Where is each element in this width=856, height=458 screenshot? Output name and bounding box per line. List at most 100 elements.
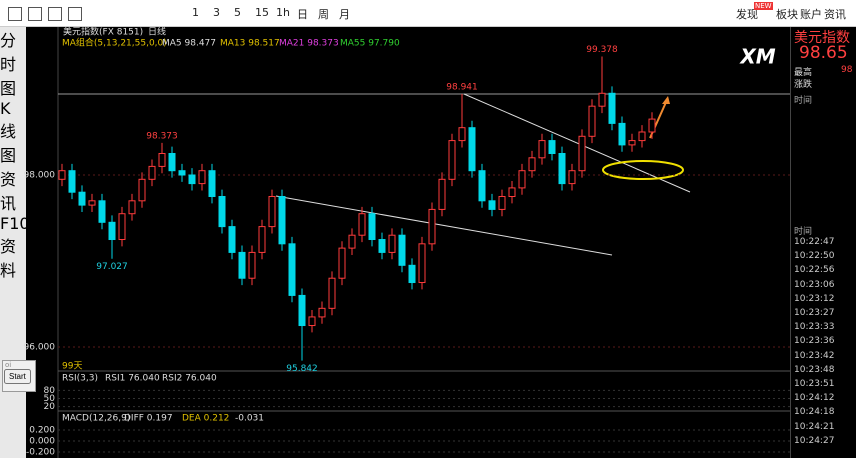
candle-body [378, 239, 386, 253]
arrow-head [662, 96, 670, 104]
chart-bg [26, 27, 790, 458]
candle-body [578, 135, 586, 172]
candle-body [368, 213, 376, 241]
candle-body [548, 140, 556, 154]
candle-body [538, 140, 546, 159]
icon[interactable] [48, 7, 62, 21]
quote-price: 98.65 [799, 43, 848, 63]
side-tab[interactable]: 资讯 [0, 170, 17, 213]
rsi1: RSI1 76.040 [105, 374, 160, 384]
ma21: MA21 98.373 [279, 39, 339, 49]
ma55: MA55 97.790 [340, 39, 400, 49]
candle-body [638, 131, 646, 142]
macd-value: -0.031 [235, 414, 264, 424]
period-button[interactable]: 1 [192, 6, 199, 19]
trade-time: 10:24:21 [794, 421, 835, 432]
candle-body [308, 316, 316, 327]
nav-link[interactable]: 资讯 [824, 8, 846, 21]
icon[interactable] [8, 7, 22, 21]
candle-body [408, 264, 416, 284]
candle-body [448, 140, 456, 180]
candle-body [238, 251, 246, 279]
candle-body [148, 165, 156, 180]
candle-body [118, 213, 126, 241]
trade-time: 10:24:18 [794, 407, 835, 418]
extreme-label: 97.027 [96, 262, 128, 272]
candle-body [418, 243, 426, 284]
trade-time: 10:23:51 [794, 379, 835, 389]
side-tab[interactable]: 分时图 [0, 31, 17, 98]
candle-body [168, 152, 176, 172]
candle-body [598, 92, 606, 107]
trade-time: 10:23:36 [794, 336, 835, 347]
trade-time: 10:23:12 [794, 293, 835, 304]
candle-body [348, 234, 356, 249]
trade-time: 10:22:50 [794, 251, 835, 262]
candle-body [528, 157, 536, 172]
candle-body [438, 178, 446, 210]
time-header: 时间 [794, 96, 813, 106]
period-button[interactable]: 1h [276, 6, 290, 19]
candle-body [568, 170, 576, 185]
candle-body [218, 196, 226, 228]
icon[interactable] [28, 7, 42, 21]
extreme-label: 98.373 [146, 131, 178, 141]
rsi2: RSI2 76.040 [162, 374, 217, 384]
trade-time: 10:24:12 [794, 393, 835, 404]
trend-line [463, 93, 691, 193]
nav-link[interactable]: 账户 [800, 8, 822, 21]
popup: oi Start [2, 360, 36, 392]
period-button[interactable]: 月 [339, 8, 350, 21]
candle-body [248, 251, 256, 279]
candle-body [608, 92, 616, 124]
candle-body [508, 187, 516, 198]
count-label: 99天 [62, 362, 82, 372]
ma5: MA5 98.477 [162, 39, 216, 49]
toolbar: 1 3 5 15 1h 日周月 发现 板块 账户 资讯 NEW [0, 0, 856, 27]
candle-body [318, 307, 326, 318]
period-button[interactable]: 5 [234, 6, 241, 19]
trade-time: 10:23:33 [794, 322, 835, 333]
candle-body [228, 226, 236, 253]
nav-link[interactable]: 板块 [776, 8, 798, 21]
side-tab[interactable]: K线图 [0, 99, 17, 165]
candle-body [618, 122, 626, 146]
trade-time: 10:23:27 [794, 308, 835, 318]
trade-time: 10:23:06 [794, 279, 835, 290]
period-button[interactable]: 周 [318, 8, 329, 21]
macd-label: MACD(12,26,9) [62, 414, 130, 424]
period-button[interactable]: 日 [297, 8, 308, 21]
candle-body [208, 170, 216, 198]
symbol: 美元指数(FX 8151) [63, 26, 143, 38]
nav-link[interactable]: 发现 [736, 8, 758, 21]
side-tab[interactable]: F10资料 [0, 214, 30, 280]
candle-body [558, 152, 566, 185]
period-button[interactable]: 15 [255, 6, 269, 19]
candle-body [338, 247, 346, 279]
trade-time: 10:22:56 [794, 265, 835, 276]
badge: NEW [754, 2, 773, 10]
candle-body [328, 277, 336, 309]
brand: XM [738, 45, 775, 69]
rsi-label: RSI(3,3) [62, 374, 98, 384]
trade-time: 10:24:27 [794, 435, 835, 446]
candle-body [398, 234, 406, 266]
candle-body [358, 213, 366, 236]
extreme-label: 95.842 [286, 364, 318, 374]
y-tick-label: -0.200 [26, 448, 55, 458]
chart: 美元指数(FX 8151) 日线 MA组合(5,13,21,55,0,0) MA… [24, 26, 790, 458]
candle-body [518, 170, 526, 189]
candle-body [288, 243, 296, 296]
period-button[interactable]: 3 [213, 6, 220, 19]
candle-body [428, 208, 436, 245]
brand-box [728, 44, 784, 70]
candle-body [198, 170, 206, 185]
icon[interactable] [68, 7, 82, 21]
period: 日线 [148, 26, 166, 38]
candle-body [278, 196, 286, 245]
trades-header: 时间 [794, 227, 813, 237]
macd-dea: DEA 0.212 [182, 414, 229, 424]
extreme-label: 98.941 [446, 83, 478, 93]
highlight-ellipse [602, 160, 684, 180]
start-button[interactable]: Start [4, 369, 31, 384]
